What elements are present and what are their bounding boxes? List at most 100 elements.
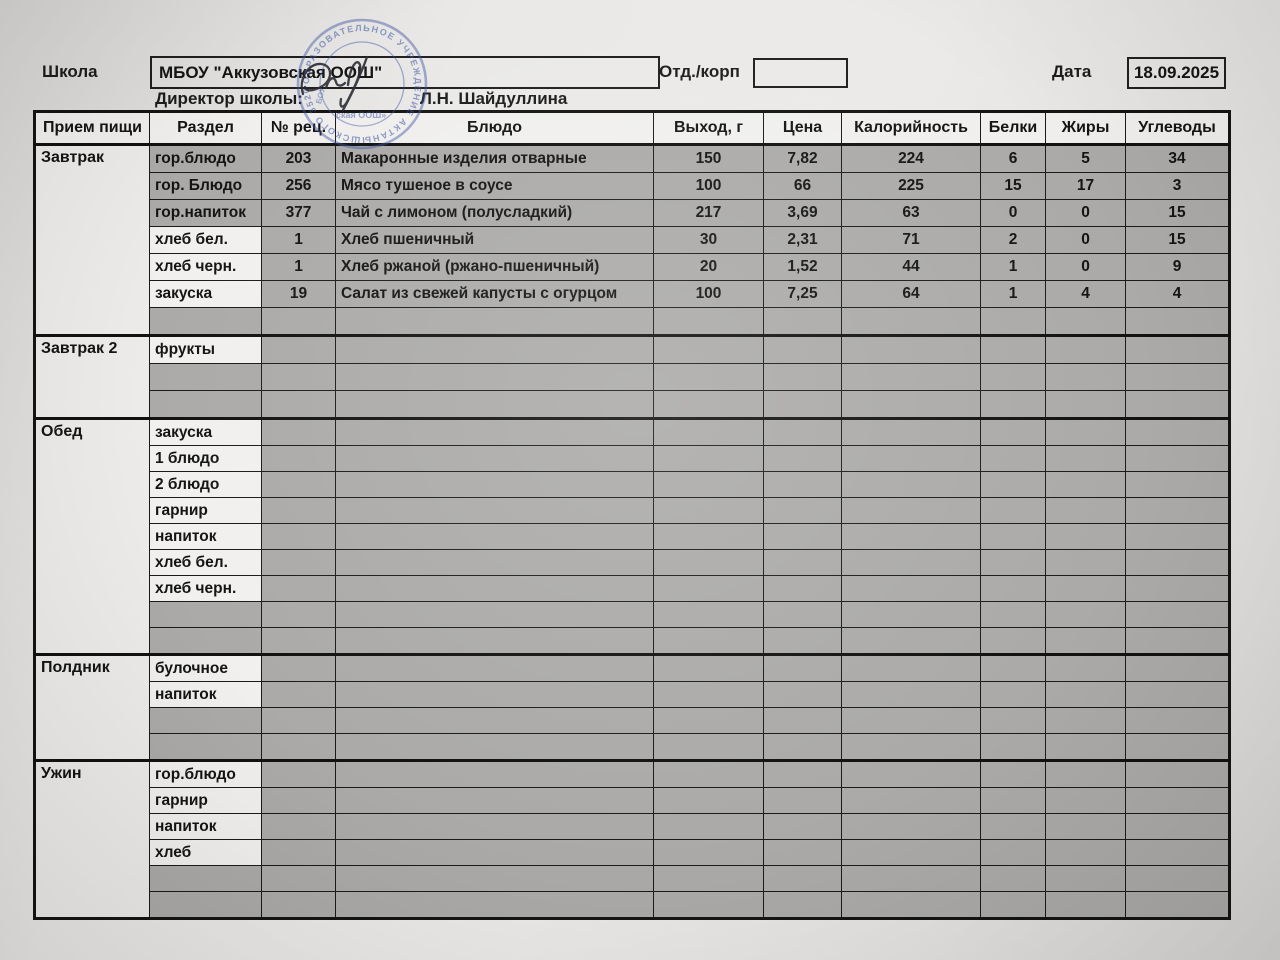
- protein-cell: [980, 839, 1046, 866]
- razdel-cell: [149, 733, 262, 761]
- output-cell: 217: [653, 199, 764, 227]
- output-cell: [653, 523, 764, 550]
- razdel-cell: гор.блюдо: [149, 759, 262, 788]
- carbs-cell: [1125, 627, 1230, 655]
- protein-cell: [980, 627, 1046, 655]
- carbs-cell: [1125, 653, 1230, 682]
- output-cell: [653, 575, 764, 602]
- dish-cell: [335, 363, 654, 391]
- carbs-cell: [1125, 549, 1230, 576]
- protein-cell: [980, 334, 1046, 364]
- calories-cell: 224: [841, 143, 981, 173]
- output-cell: 100: [653, 280, 764, 308]
- razdel-cell: гор.блюдо: [149, 143, 262, 173]
- razdel-cell: [149, 390, 262, 419]
- output-cell: [653, 627, 764, 655]
- dish-cell: [335, 334, 654, 364]
- protein-cell: [980, 813, 1046, 840]
- dish-cell: [335, 627, 654, 655]
- recipe-num-cell: 377: [261, 199, 336, 227]
- dept-label: Отд./корп: [659, 62, 740, 81]
- carbs-cell: 15: [1125, 199, 1230, 227]
- calories-cell: [841, 891, 981, 919]
- razdel-cell: закуска: [149, 280, 262, 308]
- calories-cell: [841, 549, 981, 576]
- razdel-cell: гарнир: [149, 497, 262, 524]
- output-cell: 20: [653, 253, 764, 281]
- column-header: Жиры: [1045, 111, 1126, 146]
- razdel-cell: 1 блюдо: [149, 445, 262, 472]
- recipe-num-cell: 1: [261, 253, 336, 281]
- fat-cell: [1045, 865, 1126, 892]
- carbs-cell: [1125, 601, 1230, 628]
- output-cell: [653, 865, 764, 892]
- price-cell: 2,31: [763, 226, 842, 254]
- fat-cell: 0: [1045, 253, 1126, 281]
- dish-cell: [335, 653, 654, 682]
- dish-cell: Хлеб ржаной (ржано-пшеничный): [335, 253, 654, 281]
- price-cell: [763, 471, 842, 498]
- carbs-cell: 3: [1125, 172, 1230, 200]
- carbs-cell: [1125, 813, 1230, 840]
- carbs-cell: [1125, 707, 1230, 734]
- razdel-cell: [149, 363, 262, 391]
- fat-cell: [1045, 891, 1126, 919]
- column-header: № рец.: [261, 111, 336, 146]
- date-value: 18.09.2025: [1133, 63, 1220, 82]
- fat-cell: [1045, 653, 1126, 682]
- dish-cell: [335, 733, 654, 761]
- school-label: Школа: [42, 62, 98, 81]
- director-name: Л.Н. Шайдуллина: [420, 89, 568, 108]
- output-cell: [653, 307, 764, 336]
- price-cell: 7,25: [763, 280, 842, 308]
- recipe-num-cell: [261, 445, 336, 472]
- price-cell: [763, 601, 842, 628]
- protein-cell: [980, 523, 1046, 550]
- calories-cell: 44: [841, 253, 981, 281]
- price-cell: [763, 497, 842, 524]
- output-cell: [653, 417, 764, 446]
- fat-cell: 17: [1045, 172, 1126, 200]
- recipe-num-cell: [261, 653, 336, 682]
- price-cell: [763, 839, 842, 866]
- carbs-cell: [1125, 575, 1230, 602]
- razdel-cell: фрукты: [149, 334, 262, 364]
- price-cell: [763, 307, 842, 336]
- protein-cell: [980, 575, 1046, 602]
- dish-cell: [335, 707, 654, 734]
- fat-cell: [1045, 707, 1126, 734]
- razdel-cell: гор.напиток: [149, 199, 262, 227]
- carbs-cell: [1125, 681, 1230, 708]
- protein-cell: 1: [980, 280, 1046, 308]
- price-cell: [763, 653, 842, 682]
- fat-cell: [1045, 471, 1126, 498]
- column-header: Белки: [980, 111, 1046, 146]
- price-cell: [763, 390, 842, 419]
- fat-cell: [1045, 601, 1126, 628]
- fat-cell: 5: [1045, 143, 1126, 173]
- razdel-cell: гарнир: [149, 787, 262, 814]
- protein-cell: [980, 307, 1046, 336]
- carbs-cell: [1125, 759, 1230, 788]
- output-cell: [653, 445, 764, 472]
- fat-cell: [1045, 523, 1126, 550]
- dish-cell: [335, 865, 654, 892]
- protein-cell: [980, 471, 1046, 498]
- price-cell: [763, 865, 842, 892]
- carbs-cell: [1125, 891, 1230, 919]
- price-cell: [763, 707, 842, 734]
- carbs-cell: 34: [1125, 143, 1230, 173]
- protein-cell: [980, 891, 1046, 919]
- fat-cell: [1045, 839, 1126, 866]
- protein-cell: 1: [980, 253, 1046, 281]
- output-cell: [653, 363, 764, 391]
- protein-cell: [980, 549, 1046, 576]
- carbs-cell: [1125, 787, 1230, 814]
- razdel-cell: [149, 627, 262, 655]
- dish-cell: [335, 417, 654, 446]
- calories-cell: [841, 865, 981, 892]
- dish-cell: [335, 601, 654, 628]
- price-cell: 1,52: [763, 253, 842, 281]
- dish-cell: [335, 549, 654, 576]
- razdel-cell: 2 блюдо: [149, 471, 262, 498]
